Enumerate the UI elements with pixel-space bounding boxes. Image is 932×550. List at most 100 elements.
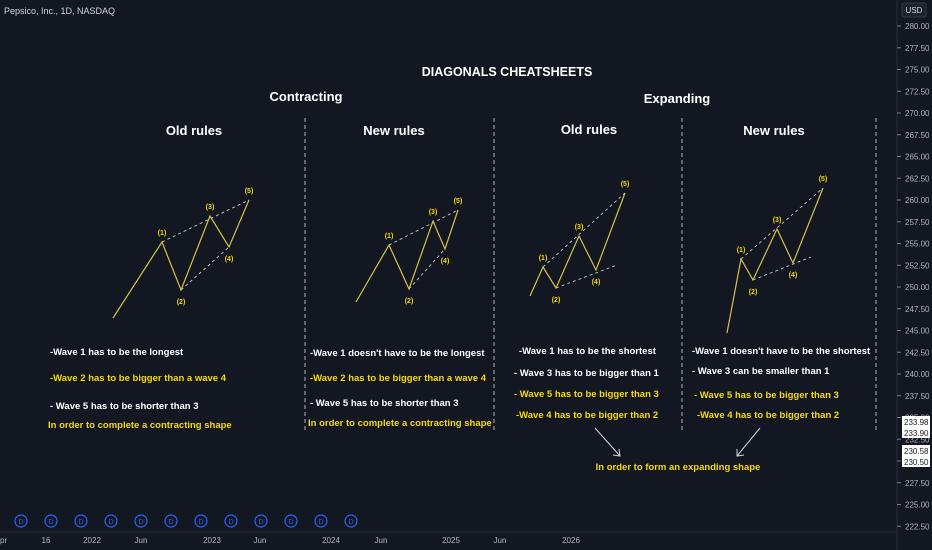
price-tick-label: 262.50 xyxy=(905,174,930,183)
upper-trendline xyxy=(542,192,626,268)
time-axis[interactable]: pr 16 2022 Jun 2023 Jun 2024 Jun 2025 Jun 2026 xyxy=(0,536,580,545)
wave-diagram-contracting-old: (1) (2) (3) (4) (5) xyxy=(112,188,253,319)
wave-label: (4) xyxy=(225,256,234,263)
lower-trendline xyxy=(555,264,618,289)
wave-line xyxy=(112,199,250,319)
wave-label: (1) xyxy=(385,233,394,240)
dividend-marker-label: D xyxy=(168,519,173,526)
price-tick-label: 280.00 xyxy=(905,22,930,31)
dividend-marker-label: D xyxy=(228,519,233,526)
currency-badge[interactable] xyxy=(901,2,927,18)
dividend-marker-label: D xyxy=(48,519,53,526)
main-title: DIAGONALS CHEATSHEETS xyxy=(422,65,593,79)
wave-label: (2) xyxy=(405,298,414,305)
price-tick-label: 232.50 xyxy=(905,435,930,444)
price-tick-label: 227.50 xyxy=(905,479,930,488)
panel-title-contracting-old: Old rules xyxy=(166,123,222,138)
rule-text: -Wave 4 has to be bigger than 2 xyxy=(697,410,839,421)
price-tick-label: 260.00 xyxy=(905,196,930,205)
symbol-title[interactable]: Pepsico, Inc., 1D, NASDAQ xyxy=(4,6,115,16)
arrow-icon xyxy=(736,427,761,457)
rule-text: In order to complete a contracting shape xyxy=(48,420,232,431)
dividend-marker-label: D xyxy=(288,519,293,526)
price-axis[interactable]: 280.00 277.50 275.00 272.50 270.00 267.50 265.… xyxy=(897,22,930,531)
time-tick-label: 2025 xyxy=(442,536,460,545)
time-tick-label: 2026 xyxy=(562,536,580,545)
rule-text: - Wave 5 has to be bigger than 3 xyxy=(694,390,839,401)
time-tick-label: 2023 xyxy=(203,536,221,545)
dividend-marker-icon xyxy=(14,514,28,528)
price-tick-label: 252.50 xyxy=(905,261,930,270)
wave-diagrams: (1)(2)(3)(4)(5)(1)(2)(3)(4)(5)(1)(2)(3)(… xyxy=(112,176,828,334)
wave-label: (4) xyxy=(441,258,450,265)
price-tick-label: 272.50 xyxy=(905,87,930,96)
dividend-marker-icon xyxy=(104,514,118,528)
rule-text: - Wave 3 has to be bigger than 1 xyxy=(514,368,660,379)
wave-label: (2) xyxy=(749,289,758,296)
price-tick-label: 250.00 xyxy=(905,283,930,292)
upper-trendline xyxy=(161,199,250,243)
dividend-marker-label: D xyxy=(318,519,323,526)
rule-text: -Wave 1 has to be the shortest xyxy=(519,346,657,357)
dividend-marker-label: D xyxy=(18,519,23,526)
dividend-marker-label: D xyxy=(348,519,353,526)
lower-trendline xyxy=(752,256,812,281)
dividend-marker-icon xyxy=(44,514,58,528)
panel-title-contracting-new: New rules xyxy=(363,123,424,138)
wave-label: (3) xyxy=(575,224,584,231)
wave-label: (5) xyxy=(621,181,630,188)
wave-label: (1) xyxy=(158,230,167,237)
upper-trendline xyxy=(388,209,459,246)
price-tick-label: 245.00 xyxy=(905,327,930,336)
price-tick-label: 267.50 xyxy=(905,131,930,140)
wave-diagram-contracting-new: (1) (2) (3) (4) (5) xyxy=(355,198,463,305)
price-tick-label: 237.50 xyxy=(905,392,930,401)
price-tick-label: 222.50 xyxy=(905,522,930,531)
price-label-value: 230.50 xyxy=(904,458,929,467)
price-label-box xyxy=(902,427,930,438)
upper-trendline xyxy=(740,187,824,260)
price-tick-label: 265.00 xyxy=(905,153,930,162)
dividend-marker-icon xyxy=(284,514,298,528)
dividend-marker-label: D xyxy=(258,519,263,526)
wave-line xyxy=(529,192,626,297)
rule-text: - Wave 5 has to be bigger than 3 xyxy=(514,389,659,400)
time-tick-label: Jun xyxy=(254,536,267,545)
wave-label: (2) xyxy=(177,299,186,306)
dividend-marker-icon xyxy=(194,514,208,528)
price-label-box xyxy=(902,445,930,456)
dividend-marker-label: D xyxy=(198,519,203,526)
panel-title-expanding-new: New rules xyxy=(743,123,804,138)
expanding-heading: Expanding xyxy=(644,91,711,106)
wave-label: (3) xyxy=(773,217,782,224)
dividend-marker-icon xyxy=(314,514,328,528)
dividend-marker-label: D xyxy=(108,519,113,526)
dividend-marker-icon xyxy=(254,514,268,528)
time-tick-label: 16 xyxy=(42,536,51,545)
time-tick-label: Jun xyxy=(135,536,148,545)
rule-text: - Wave 5 has to be shorter than 3 xyxy=(50,401,199,412)
rule-text: -Wave 2 has to be bigger than a wave 4 xyxy=(310,373,487,384)
price-labels: 233.98 233.90 230.58 230.50 xyxy=(902,416,930,467)
rule-text: -Wave 1 has to be the longest xyxy=(50,347,184,358)
rule-text: -Wave 1 doesn't have to be the shortest xyxy=(692,346,871,357)
rule-text: -Wave 4 has to be bigger than 2 xyxy=(516,410,658,421)
price-tick-label: 275.00 xyxy=(905,66,930,75)
time-tick-label: Jun xyxy=(494,536,507,545)
wave-label: (5) xyxy=(454,198,463,205)
wave-label: (3) xyxy=(206,204,215,211)
price-tick-label: 270.00 xyxy=(905,109,930,118)
wave-label: (5) xyxy=(819,176,828,183)
price-tick-label: 242.50 xyxy=(905,348,930,357)
rule-text: - Wave 5 has to be shorter than 3 xyxy=(310,398,459,409)
price-label-value: 233.98 xyxy=(904,418,929,427)
rule-text: - Wave 3 can be smaller than 1 xyxy=(692,366,830,377)
lower-trendline xyxy=(408,248,446,290)
price-label-box xyxy=(902,456,930,467)
wave-label: (2) xyxy=(552,297,561,304)
panel-title-expanding-old: Old rules xyxy=(561,122,617,137)
price-tick-label: 225.00 xyxy=(905,501,930,510)
price-label-value: 233.90 xyxy=(904,429,929,438)
expanding-note: In order to form an expanding shape xyxy=(596,462,761,473)
